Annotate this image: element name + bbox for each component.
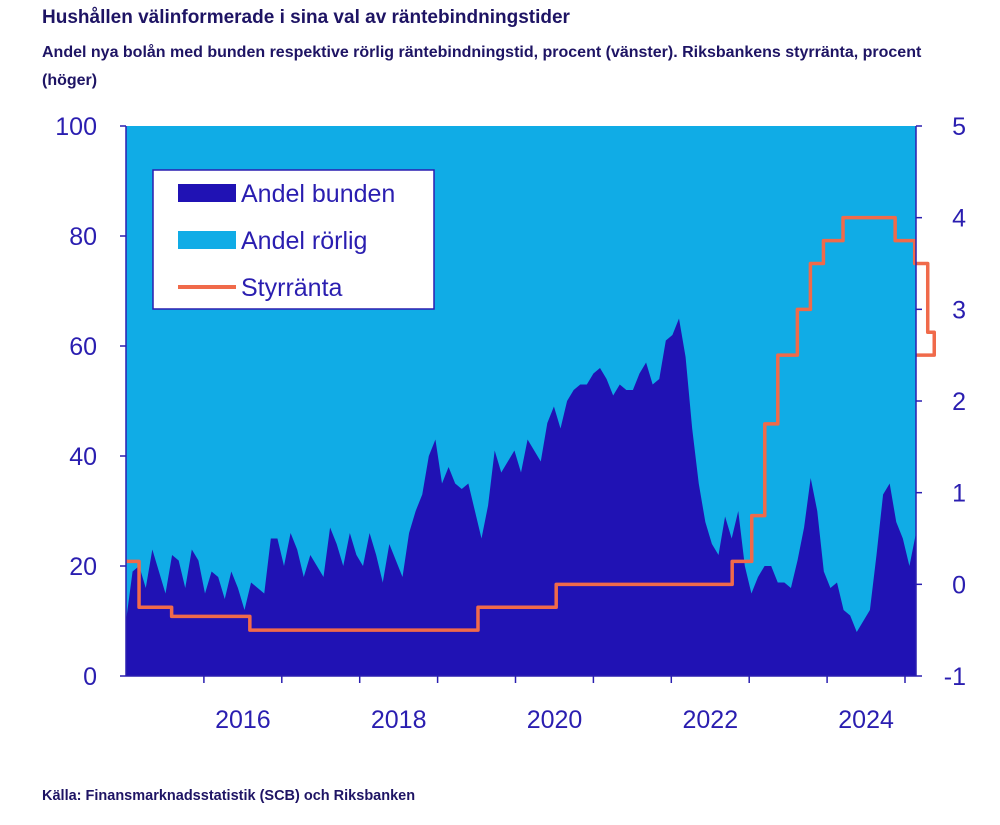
- y-right-tick-label: 1: [952, 480, 966, 508]
- y-right-tick-label: 5: [952, 113, 966, 141]
- chart-title: Hushållen välinformerade i sina val av r…: [42, 7, 570, 28]
- area-andel-bunden: [126, 318, 916, 676]
- y-right-tick-label: 2: [952, 388, 966, 416]
- legend-label: Andel bunden: [241, 180, 395, 208]
- chart-subtitle: Andel nya bolån med bunden respektive rö…: [42, 44, 922, 89]
- x-tick-label: 2020: [527, 706, 583, 734]
- y-left-tick-label: 40: [69, 443, 97, 471]
- y-right-tick-label: 0: [952, 571, 966, 599]
- x-tick-label: 2022: [682, 706, 738, 734]
- line-styrranta: [126, 215, 936, 632]
- y-right-tick-label: -1: [944, 663, 966, 691]
- source-note: Källa: Finansmarknadsstatistik (SCB) och…: [42, 788, 416, 804]
- y-left-tick-label: 80: [69, 223, 97, 251]
- x-tick-label: 2024: [838, 706, 894, 734]
- legend-label: Andel rörlig: [241, 227, 367, 255]
- y-left-tick-label: 20: [69, 553, 97, 581]
- y-left-tick-label: 60: [69, 333, 97, 361]
- legend-swatch: [178, 184, 236, 202]
- legend: Andel bunden Andel rörlig Styrränta: [152, 169, 435, 310]
- x-tick-label: 2016: [215, 706, 271, 734]
- axes: 0 20 40 60 80 100 -1 0 1 2 3 4 5 2016 2018 2020 2022 2024: [55, 113, 966, 734]
- y-left-tick-label: 100: [55, 113, 97, 141]
- x-tick-label: 2018: [371, 706, 427, 734]
- legend-swatch: [178, 231, 236, 249]
- legend-label: Styrränta: [241, 274, 343, 302]
- y-right-tick-label: 4: [952, 205, 966, 233]
- y-left-tick-label: 0: [83, 663, 97, 691]
- y-right-tick-label: 3: [952, 296, 966, 324]
